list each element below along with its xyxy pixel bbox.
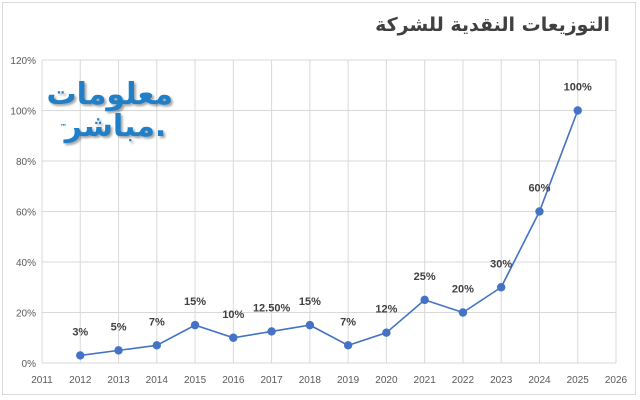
x-tick-label: 2016 [222, 375, 245, 386]
data-point-marker [267, 327, 276, 336]
data-point-marker [458, 308, 468, 317]
x-tick-label: 2021 [414, 375, 437, 386]
chart-title: التوزيعات النقدية للشركة [375, 14, 610, 36]
y-tick-label: 80% [16, 157, 36, 168]
data-point-marker [382, 328, 391, 337]
y-tick-label: 60% [16, 208, 36, 219]
x-tick-label: 2014 [146, 375, 169, 386]
x-tick-label: 2018 [299, 375, 322, 386]
logo-line-2: .مباشر [64, 109, 167, 144]
data-line [80, 110, 579, 357]
data-point-marker [420, 295, 429, 305]
y-tick-label: 20% [16, 309, 36, 320]
x-tick-label: 2026 [605, 375, 628, 386]
x-tick-label: 2015 [184, 375, 207, 386]
trademark-symbol: ™ [60, 123, 67, 131]
logo-line-1: معلومات [46, 77, 173, 112]
data-label: 5% [111, 321, 127, 333]
x-tick-label: 2023 [490, 375, 513, 386]
data-point-marker [573, 106, 582, 115]
data-label: 30% [490, 258, 512, 270]
data-point-marker [497, 283, 506, 292]
data-label: 60% [528, 183, 550, 195]
x-tick-label: 2019 [337, 375, 360, 386]
data-point-marker [229, 333, 238, 342]
data-label: 10% [222, 309, 244, 321]
data-label: 15% [184, 296, 206, 308]
x-tick-label: 2012 [69, 375, 92, 386]
x-tick-label: 2025 [567, 375, 590, 386]
x-tick-label: 2024 [528, 375, 551, 386]
y-tick-label: 100% [10, 107, 36, 118]
y-tick-label: 0% [22, 359, 37, 370]
x-tick-label: 2022 [452, 375, 475, 386]
x-tick-label: 2020 [375, 375, 398, 386]
data-point-marker [535, 207, 544, 216]
data-label: 100% [564, 82, 592, 94]
data-point-marker [152, 341, 161, 350]
data-point-marker [76, 351, 85, 360]
x-tick-label: 2017 [260, 375, 283, 386]
data-label: 20% [452, 284, 474, 296]
x-tick-label: 2013 [107, 375, 130, 386]
y-tick-label: 120% [10, 56, 36, 67]
data-label: 7% [149, 316, 165, 328]
data-point-marker [114, 346, 123, 355]
y-tick-label: 40% [16, 258, 36, 269]
data-label: 7% [340, 316, 356, 328]
data-label: 3% [72, 326, 88, 338]
data-label: 12.50% [253, 302, 291, 314]
data-point-marker [190, 320, 200, 330]
data-label: 15% [299, 296, 321, 308]
data-label: 25% [414, 271, 436, 283]
mubasher-logo: معلومات .مباشر ™ [46, 77, 173, 144]
x-tick-label: 2011 [31, 375, 53, 386]
data-label: 12% [375, 304, 397, 316]
data-point-marker [305, 320, 315, 330]
data-point-marker [343, 341, 353, 350]
